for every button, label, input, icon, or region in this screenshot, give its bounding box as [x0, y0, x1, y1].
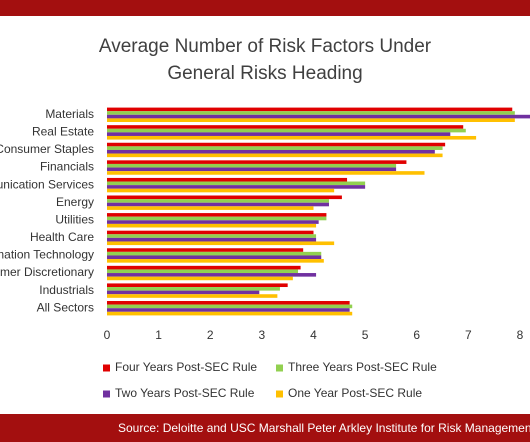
bar	[107, 213, 327, 217]
legend-swatch	[276, 390, 283, 398]
bar	[107, 216, 327, 221]
y-tick-label: Information Technology	[0, 248, 94, 262]
y-tick-label: Consumer Staples	[0, 142, 94, 156]
bar	[107, 153, 443, 158]
legend-swatch	[276, 364, 283, 372]
bar	[107, 276, 293, 281]
x-tick-label: 8	[517, 328, 524, 342]
bar	[107, 237, 317, 242]
legend-label: Three Years Post-SEC Rule	[288, 360, 437, 374]
y-tick-label: Real Estate	[32, 125, 94, 139]
bar	[107, 177, 348, 182]
bar	[107, 149, 435, 154]
bar	[107, 107, 513, 112]
bar	[107, 188, 335, 193]
bar	[107, 223, 317, 228]
bar	[107, 290, 260, 295]
bar	[107, 230, 314, 235]
bar	[107, 206, 314, 210]
bar	[107, 128, 466, 133]
bar	[107, 163, 397, 168]
source: Source: Deloitte and USC Marshall Peter …	[118, 421, 530, 435]
bar	[107, 265, 301, 270]
bar	[107, 160, 407, 164]
y-tick-label: Energy	[56, 195, 94, 209]
bar	[107, 294, 278, 298]
y-tick-label: Industrials	[39, 283, 94, 297]
y-tick-label: Consumer Discretionary	[0, 265, 94, 279]
bar	[107, 111, 515, 115]
bar	[107, 142, 446, 147]
y-tick-label: Materials	[45, 107, 94, 121]
x-tick-label: 7	[465, 328, 472, 342]
bar	[107, 114, 530, 119]
legend-label: Four Years Post-SEC Rule	[115, 360, 257, 374]
bar	[107, 199, 329, 203]
x-tick-label: 2	[207, 328, 214, 342]
bar	[107, 308, 350, 312]
bar	[107, 185, 366, 189]
bar	[107, 195, 342, 200]
bar	[107, 255, 322, 260]
bar	[107, 135, 477, 140]
bar	[107, 167, 397, 172]
bar	[107, 181, 366, 186]
y-tick-label: Communication Services	[0, 177, 94, 191]
bar	[107, 287, 280, 291]
bar	[107, 259, 324, 263]
x-tick-label: 3	[259, 328, 266, 342]
x-tick-label: 6	[413, 328, 420, 342]
legend-label: Two Years Post-SEC Rule	[115, 386, 255, 400]
chart-title: Average Number of Risk Factors Under Gen…	[98, 36, 432, 84]
legend-label: One Year Post-SEC Rule	[288, 386, 422, 400]
y-tick-label: Health Care	[30, 230, 94, 244]
x-tick-label: 0	[104, 328, 111, 342]
bar	[107, 220, 319, 224]
legend-swatch	[103, 364, 110, 372]
bar	[107, 241, 335, 246]
y-tick-label: All Sectors	[37, 300, 94, 314]
footer: Source: Deloitte and USC Marshall Peter …	[0, 414, 530, 442]
bar	[107, 146, 443, 150]
bar	[107, 269, 299, 274]
legend-swatch	[103, 390, 110, 398]
bar	[107, 273, 317, 277]
x-tick-label: 5	[362, 328, 369, 342]
x-tick-label: 1	[155, 328, 162, 342]
y-tick-label: Utilities	[55, 212, 94, 226]
y-tick-label: Financials	[40, 160, 94, 174]
bar	[107, 304, 353, 309]
x-tick-label: 4	[310, 328, 317, 342]
bar	[107, 251, 322, 256]
bar	[107, 118, 515, 122]
bar	[107, 283, 288, 288]
chart: 0 1 2 3 4 5 6 7 8 Materials Real Estate Consumer St…	[0, 107, 530, 400]
bar	[107, 132, 451, 136]
bar	[107, 301, 350, 305]
bar	[107, 248, 304, 252]
bar	[107, 311, 353, 316]
bar	[107, 171, 425, 175]
bar	[107, 234, 317, 238]
bar	[107, 202, 329, 207]
top-band	[0, 0, 530, 16]
bar	[107, 125, 464, 129]
